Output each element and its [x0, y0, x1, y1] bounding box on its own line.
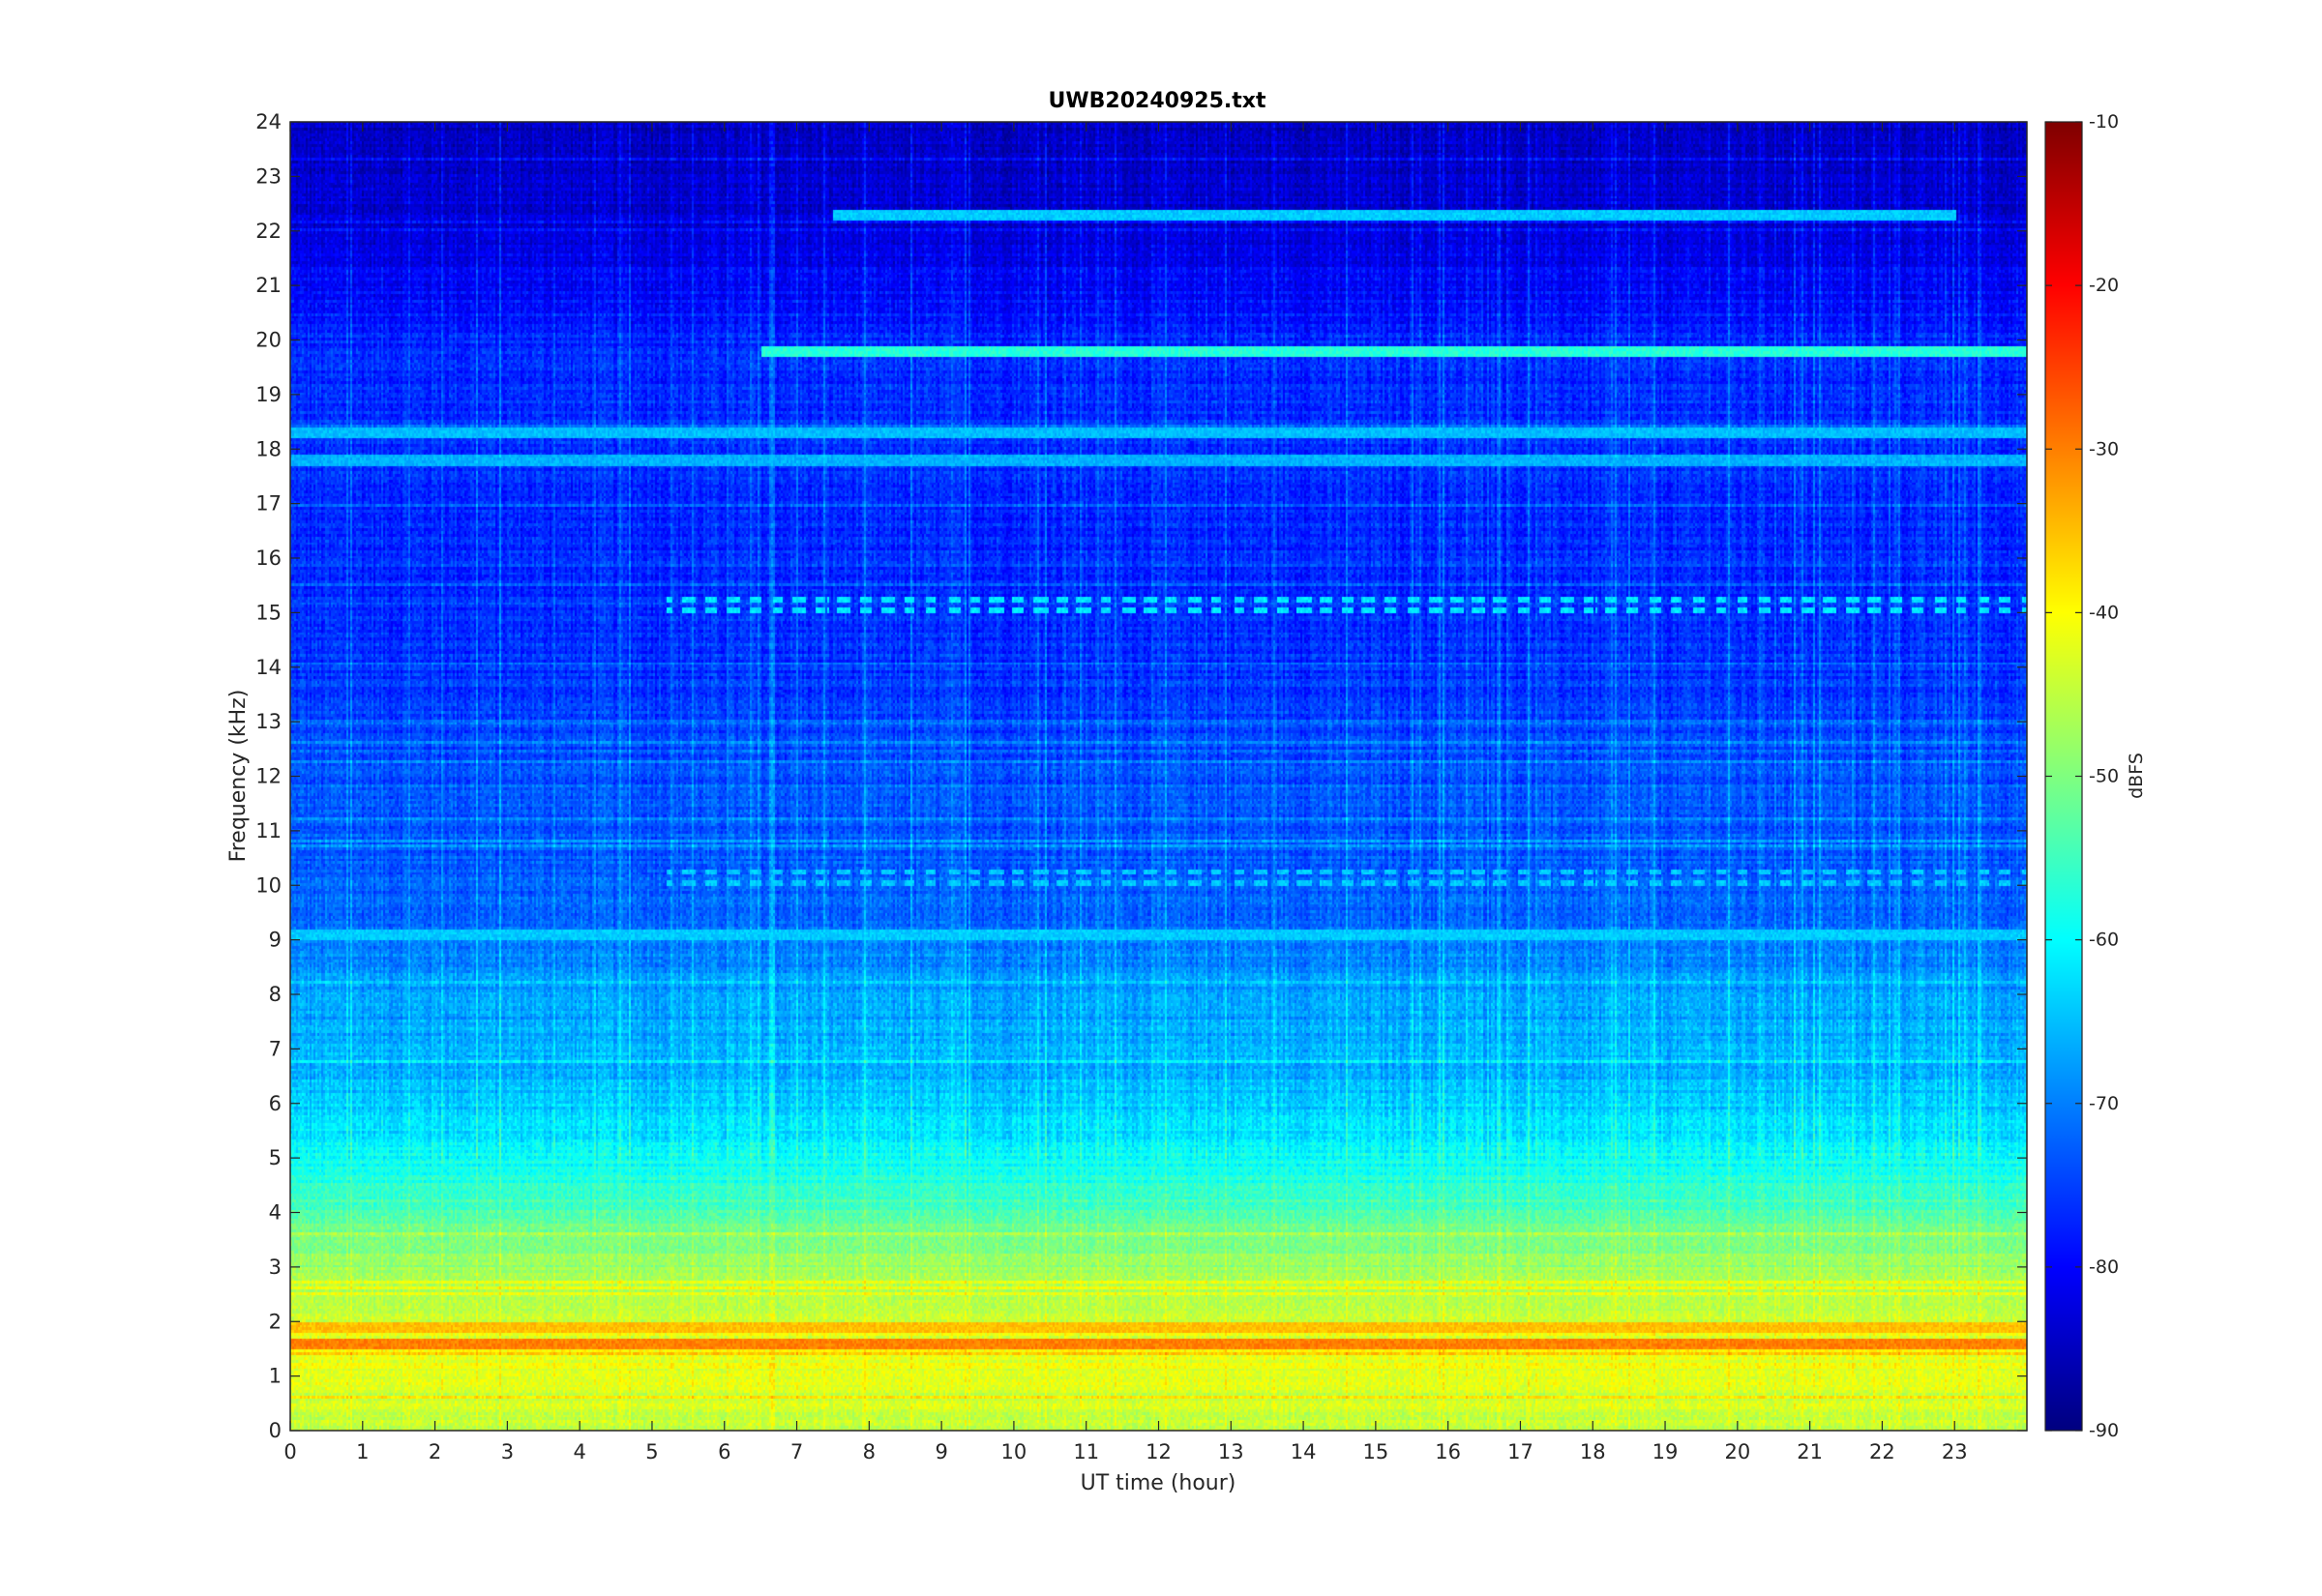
plot-area	[290, 122, 2027, 1431]
y-tick-label: 17	[255, 492, 282, 516]
colorbar-label: dBFS	[2126, 753, 2147, 799]
x-tick-label: 3	[501, 1440, 514, 1463]
x-axis-label: UT time (hour)	[1081, 1471, 1236, 1495]
colorbar-tick-label: -20	[2089, 275, 2119, 296]
y-tick-label: 10	[255, 873, 282, 897]
y-tick-label: 11	[255, 819, 282, 842]
colorbar-tick-label: -80	[2089, 1256, 2119, 1278]
x-tick-label: 23	[1942, 1440, 1968, 1463]
x-tick-label: 19	[1652, 1440, 1679, 1463]
y-tick-label: 3	[269, 1256, 282, 1279]
x-tick-label: 16	[1435, 1440, 1461, 1463]
x-tick-label: 17	[1507, 1440, 1533, 1463]
y-tick-label: 24	[255, 110, 282, 133]
x-tick-label: 10	[1001, 1440, 1027, 1463]
x-tick-label: 9	[935, 1440, 947, 1463]
y-tick-label: 15	[255, 601, 282, 624]
y-tick-label: 16	[255, 547, 282, 570]
y-tick-label: 2	[269, 1310, 282, 1333]
y-tick-label: 22	[255, 220, 282, 243]
x-tick-label: 1	[356, 1440, 369, 1463]
y-tick-label: 9	[269, 929, 282, 952]
x-tick-label: 20	[1724, 1440, 1750, 1463]
y-tick-label: 21	[255, 274, 282, 297]
spectrogram-heatmap	[290, 122, 2027, 1431]
x-tick-label: 2	[429, 1440, 441, 1463]
y-axis-label: Frequency (kHz)	[226, 690, 251, 863]
x-tick-label: 7	[790, 1440, 803, 1463]
x-tick-label: 5	[645, 1440, 658, 1463]
y-tick-label: 18	[255, 437, 282, 460]
y-tick-label: 13	[255, 710, 282, 733]
colorbar-tick-label: -40	[2089, 602, 2119, 623]
y-tick-label: 19	[255, 383, 282, 406]
x-tick-label: 8	[863, 1440, 876, 1463]
x-tick-label: 18	[1580, 1440, 1606, 1463]
colorbar-tick-label: -60	[2089, 930, 2119, 951]
y-tick-label: 14	[255, 656, 282, 679]
x-tick-label: 22	[1869, 1440, 1895, 1463]
y-tick-label: 23	[255, 164, 282, 188]
colorbar-tick-label: -70	[2089, 1093, 2119, 1114]
colorbar-axis: -90 -80 -70 -60 -50 -40 -30 -20 -10	[2045, 111, 2119, 1441]
y-tick-label: 1	[269, 1365, 282, 1388]
y-tick-label: 20	[255, 329, 282, 352]
y-tick-label: 6	[269, 1092, 282, 1115]
x-tick-label: 11	[1073, 1440, 1099, 1463]
x-tick-label: 21	[1797, 1440, 1823, 1463]
x-tick-label: 12	[1146, 1440, 1172, 1463]
colorbar-tick-label: -30	[2089, 438, 2119, 459]
y-tick-label: 8	[269, 983, 282, 1006]
x-axis: 0 1 2 3 4 5 6 7 8 9 10 11 12 13 14 15 16 17 18 19 20 21 22 23	[283, 122, 1968, 1463]
chart-title: UWB20240925.txt	[1049, 89, 1266, 113]
y-tick-label: 4	[269, 1201, 282, 1225]
x-tick-label: 14	[1291, 1440, 1317, 1463]
x-tick-label: 6	[718, 1440, 730, 1463]
colorbar-tick-label: -50	[2089, 766, 2119, 787]
y-tick-label: 0	[269, 1419, 282, 1442]
colorbar-tick-label: -90	[2089, 1420, 2119, 1441]
y-tick-label: 5	[269, 1146, 282, 1169]
colorbar-tick-label: -10	[2089, 111, 2119, 133]
y-tick-label: 12	[255, 765, 282, 788]
x-tick-label: 13	[1218, 1440, 1244, 1463]
y-tick-label: 7	[269, 1037, 282, 1060]
x-tick-label: 0	[283, 1440, 296, 1463]
x-tick-label: 15	[1363, 1440, 1389, 1463]
x-tick-label: 4	[573, 1440, 585, 1463]
